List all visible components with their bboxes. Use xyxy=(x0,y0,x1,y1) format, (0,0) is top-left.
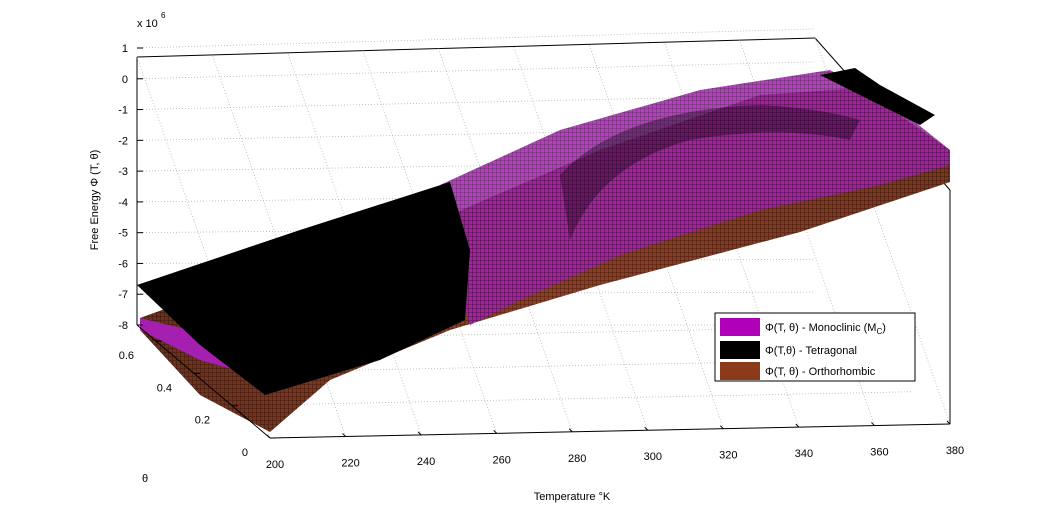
x-tick-label: 200 xyxy=(266,459,284,471)
x-tick xyxy=(719,425,724,430)
z-tick-label: -5 xyxy=(118,228,128,240)
y-tick-label: 0 xyxy=(242,447,248,459)
x-tick xyxy=(871,422,875,426)
front-axes xyxy=(136,190,951,439)
z-tick-label: -8 xyxy=(118,320,128,332)
z-tick-label: -1 xyxy=(118,105,128,117)
x-tick-label: 380 xyxy=(946,445,964,457)
y-tick-label: 0.2 xyxy=(195,415,210,427)
monoclinic-surface xyxy=(440,70,950,325)
svg-text:Φ(T, θ) - Orthorhombic: Φ(T, θ) - Orthorhombic xyxy=(765,366,876,378)
z-tick-label: -6 xyxy=(118,258,128,270)
x-tick xyxy=(266,434,271,439)
z-gridline xyxy=(136,160,816,172)
z-tick-label: -7 xyxy=(118,289,128,301)
svg-text:Φ(T,θ) - Tetragonal: Φ(T,θ) - Tetragonal xyxy=(765,345,857,357)
dark-band xyxy=(560,105,860,240)
x-tick-label: 240 xyxy=(417,456,435,468)
z-tick-label: 0 xyxy=(122,74,128,86)
z-gridline xyxy=(136,28,816,49)
x-tick xyxy=(493,429,498,434)
legend-item-tetragonal: Φ(T,θ) - Tetragonal xyxy=(720,341,857,359)
z-gridline xyxy=(136,61,816,80)
legend-item-orthorhombic: Φ(T, θ) - Orthorhombic xyxy=(720,362,876,380)
x-tick-label: 300 xyxy=(644,451,662,463)
x-tick-label: 340 xyxy=(795,448,813,460)
x-gridline xyxy=(211,54,346,437)
surfaces xyxy=(137,68,950,432)
z-gridline xyxy=(136,127,816,141)
z-tick-label: 1 xyxy=(122,43,128,55)
legend: Φ(T, θ) - Monoclinic (MC) Φ(T,θ) - Tetra… xyxy=(714,312,916,382)
x-tick xyxy=(795,423,800,428)
x-tick xyxy=(342,433,346,437)
svg-text:Φ(T, θ) - Monoclinic (MC): Φ(T, θ) - Monoclinic (MC) xyxy=(765,322,886,336)
x-tick xyxy=(417,431,422,436)
z-tick-label: -2 xyxy=(118,135,128,147)
z-exponent-value: 6 xyxy=(161,11,166,20)
y-gridline xyxy=(231,391,913,407)
tick-marks xyxy=(137,47,951,439)
z-gridline xyxy=(136,94,816,110)
y-tick-label: 0.6 xyxy=(119,350,134,362)
x-axis-label: Temperature °K xyxy=(534,491,611,503)
x-gridline xyxy=(739,39,875,426)
x-tick xyxy=(946,420,951,425)
legend-item-monoclinic: Φ(T, θ) - Monoclinic (MC) xyxy=(720,318,886,336)
x-tick-label: 320 xyxy=(719,450,737,462)
legend-swatch-orthorhombic xyxy=(720,362,760,380)
y-tick-label: 0.4 xyxy=(157,382,172,394)
y-axis-label: θ xyxy=(142,473,148,485)
z-exponent-label: x 10 xyxy=(137,18,158,30)
z-tick-label: -3 xyxy=(118,166,128,178)
legend-swatch-tetragonal xyxy=(720,341,760,359)
x-gridline xyxy=(814,37,951,425)
z-axis-label: Free Energy Φ (T, θ) xyxy=(89,150,101,250)
x-tick xyxy=(568,428,573,433)
z-tick-label: -4 xyxy=(118,197,128,209)
x-gridline xyxy=(136,56,271,439)
tick-labels: 1 0 -1 -2 -3 -4 -5 -6 -7 -8 200 220 240 260 280 300 320 3… xyxy=(118,43,964,471)
x-tick-label: 280 xyxy=(568,453,586,465)
x-tick xyxy=(644,426,649,431)
x-tick-label: 260 xyxy=(492,454,510,466)
legend-swatch-monoclinic xyxy=(720,318,760,336)
x-gridline xyxy=(588,44,724,429)
tetragonal-fringe xyxy=(820,68,935,125)
x-tick-label: 360 xyxy=(870,447,888,459)
tetragonal-surface xyxy=(137,182,470,395)
x-tick-label: 220 xyxy=(341,457,359,469)
